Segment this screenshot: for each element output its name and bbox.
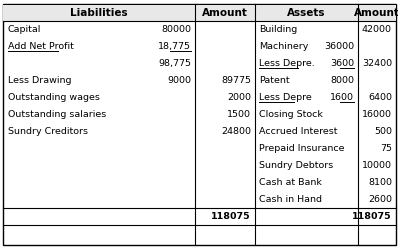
Text: 98,775: 98,775 bbox=[158, 59, 191, 68]
Text: Cash in Hand: Cash in Hand bbox=[259, 195, 322, 204]
Text: 32400: 32400 bbox=[362, 59, 392, 68]
Text: 24800: 24800 bbox=[221, 127, 251, 136]
Text: 18,775: 18,775 bbox=[158, 42, 191, 51]
Bar bbox=[3, 5, 396, 21]
Text: 2600: 2600 bbox=[368, 195, 392, 204]
Text: 1600: 1600 bbox=[330, 93, 354, 102]
Text: Patent: Patent bbox=[259, 76, 290, 85]
Text: Prepaid Insurance: Prepaid Insurance bbox=[259, 144, 345, 153]
Text: 8000: 8000 bbox=[330, 76, 354, 85]
Text: 42000: 42000 bbox=[362, 25, 392, 34]
Text: Building: Building bbox=[259, 25, 297, 34]
Text: 36000: 36000 bbox=[324, 42, 354, 51]
Text: Sundry Creditors: Sundry Creditors bbox=[8, 127, 88, 136]
Text: Outstanding wages: Outstanding wages bbox=[8, 93, 100, 102]
Text: 118075: 118075 bbox=[352, 212, 392, 221]
Text: Less Depre.: Less Depre. bbox=[259, 59, 315, 68]
Text: 6400: 6400 bbox=[368, 93, 392, 102]
Text: Sundry Debtors: Sundry Debtors bbox=[259, 161, 333, 170]
Text: 75: 75 bbox=[380, 144, 392, 153]
Text: Amount: Amount bbox=[202, 8, 248, 18]
Text: Less Depre: Less Depre bbox=[259, 93, 312, 102]
Text: Amount: Amount bbox=[354, 8, 398, 18]
Text: 10000: 10000 bbox=[362, 161, 392, 170]
Text: Less Drawing: Less Drawing bbox=[8, 76, 72, 85]
Text: 80000: 80000 bbox=[161, 25, 191, 34]
Text: Capital: Capital bbox=[8, 25, 41, 34]
Text: 2000: 2000 bbox=[227, 93, 251, 102]
Text: Cash at Bank: Cash at Bank bbox=[259, 178, 322, 187]
Text: 118075: 118075 bbox=[211, 212, 251, 221]
Text: 3600: 3600 bbox=[330, 59, 354, 68]
Text: Accrued Interest: Accrued Interest bbox=[259, 127, 338, 136]
Text: Add Net Profit: Add Net Profit bbox=[8, 42, 74, 51]
Text: Closing Stock: Closing Stock bbox=[259, 110, 323, 119]
Text: 9000: 9000 bbox=[167, 76, 191, 85]
Text: Assets: Assets bbox=[287, 8, 326, 18]
Text: 8100: 8100 bbox=[368, 178, 392, 187]
Text: 89775: 89775 bbox=[221, 76, 251, 85]
Text: 16000: 16000 bbox=[362, 110, 392, 119]
Text: Liabilities: Liabilities bbox=[70, 8, 128, 18]
Text: Machinery: Machinery bbox=[259, 42, 308, 51]
Text: 500: 500 bbox=[374, 127, 392, 136]
Text: 1500: 1500 bbox=[227, 110, 251, 119]
Text: Outstanding salaries: Outstanding salaries bbox=[8, 110, 106, 119]
